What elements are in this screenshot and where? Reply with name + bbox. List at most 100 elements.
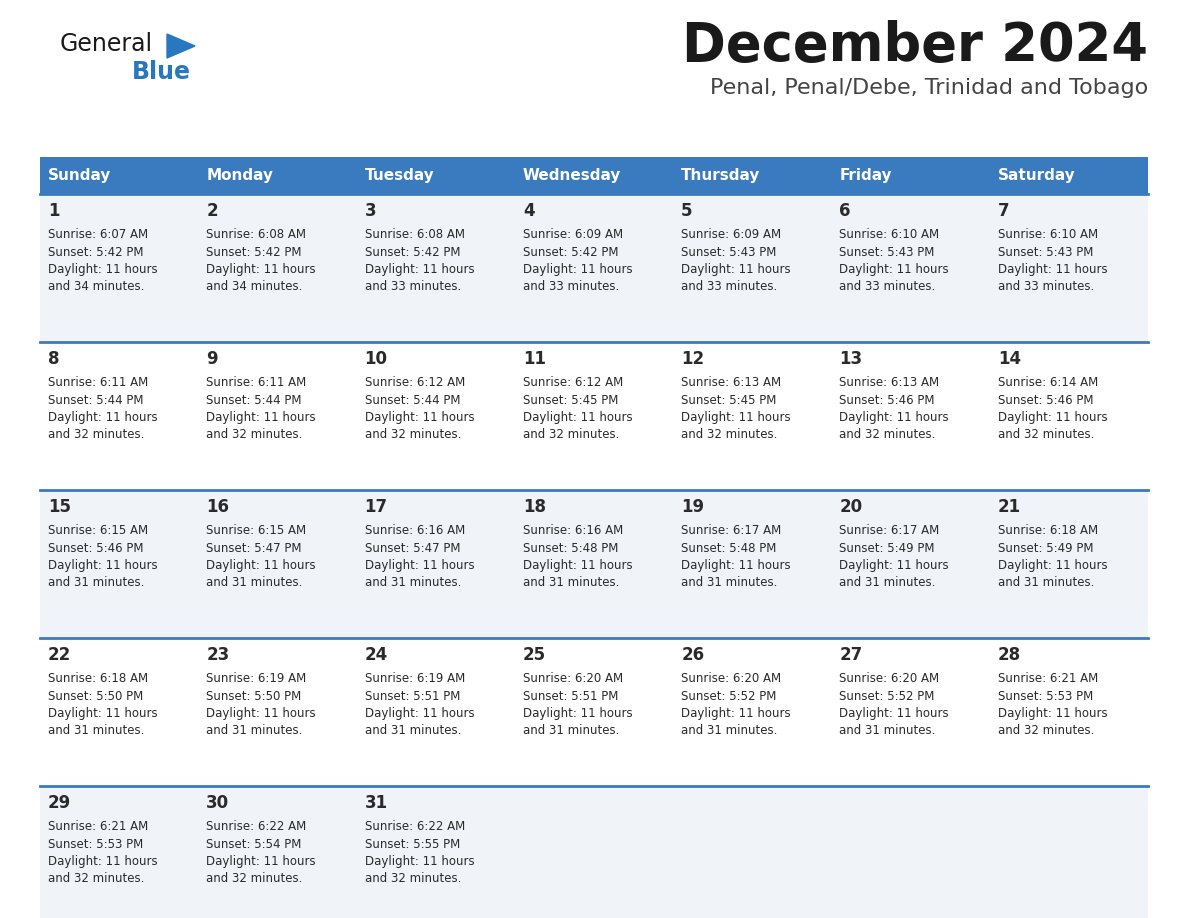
Text: Daylight: 11 hours: Daylight: 11 hours [523,411,632,424]
Text: Tuesday: Tuesday [365,168,435,183]
Bar [514,157,674,194]
Bar [40,638,1148,786]
Bar [40,342,1148,490]
Text: and 31 minutes.: and 31 minutes. [681,577,777,589]
Text: Sunrise: 6:10 AM: Sunrise: 6:10 AM [998,228,1098,241]
Text: Daylight: 11 hours: Daylight: 11 hours [998,411,1107,424]
Text: Sunrise: 6:08 AM: Sunrise: 6:08 AM [207,228,307,241]
Text: Sunrise: 6:18 AM: Sunrise: 6:18 AM [998,524,1098,537]
Text: Daylight: 11 hours: Daylight: 11 hours [48,263,158,276]
Text: Daylight: 11 hours: Daylight: 11 hours [365,855,474,868]
Text: and 31 minutes.: and 31 minutes. [840,724,936,737]
Text: 7: 7 [998,202,1010,220]
Text: General: General [61,32,153,56]
Text: Sunset: 5:53 PM: Sunset: 5:53 PM [48,837,144,850]
Text: Friday: Friday [840,168,892,183]
Text: Sunrise: 6:17 AM: Sunrise: 6:17 AM [840,524,940,537]
Bar [990,157,1148,194]
Text: 12: 12 [681,350,704,368]
Text: 20: 20 [840,498,862,516]
Text: Sunrise: 6:13 AM: Sunrise: 6:13 AM [681,376,782,389]
Text: Daylight: 11 hours: Daylight: 11 hours [998,559,1107,572]
Text: 30: 30 [207,794,229,812]
Text: 24: 24 [365,646,387,664]
Text: Sunset: 5:51 PM: Sunset: 5:51 PM [523,689,618,702]
Text: Daylight: 11 hours: Daylight: 11 hours [365,411,474,424]
Text: Daylight: 11 hours: Daylight: 11 hours [840,707,949,720]
Text: Sunset: 5:48 PM: Sunset: 5:48 PM [523,542,618,554]
Text: 4: 4 [523,202,535,220]
Text: and 33 minutes.: and 33 minutes. [365,281,461,294]
Text: Sunrise: 6:13 AM: Sunrise: 6:13 AM [840,376,940,389]
Text: 19: 19 [681,498,704,516]
Text: Sunrise: 6:22 AM: Sunrise: 6:22 AM [207,820,307,833]
Text: Sunrise: 6:16 AM: Sunrise: 6:16 AM [365,524,465,537]
Text: Sunset: 5:50 PM: Sunset: 5:50 PM [207,689,302,702]
Text: Sunrise: 6:20 AM: Sunrise: 6:20 AM [681,672,782,685]
Text: Sunrise: 6:09 AM: Sunrise: 6:09 AM [681,228,782,241]
Text: Daylight: 11 hours: Daylight: 11 hours [48,855,158,868]
Text: Sunrise: 6:19 AM: Sunrise: 6:19 AM [207,672,307,685]
Text: Saturday: Saturday [998,168,1075,183]
Text: Sunrise: 6:15 AM: Sunrise: 6:15 AM [48,524,148,537]
Text: Daylight: 11 hours: Daylight: 11 hours [840,559,949,572]
Text: Sunrise: 6:22 AM: Sunrise: 6:22 AM [365,820,465,833]
Text: Daylight: 11 hours: Daylight: 11 hours [365,707,474,720]
Text: Sunset: 5:42 PM: Sunset: 5:42 PM [48,245,144,259]
Text: Daylight: 11 hours: Daylight: 11 hours [681,411,791,424]
Text: and 31 minutes.: and 31 minutes. [523,577,619,589]
Text: and 34 minutes.: and 34 minutes. [48,281,145,294]
Text: Sunday: Sunday [48,168,112,183]
Text: Daylight: 11 hours: Daylight: 11 hours [681,263,791,276]
Text: and 32 minutes.: and 32 minutes. [207,872,303,886]
Text: Sunset: 5:42 PM: Sunset: 5:42 PM [523,245,619,259]
Text: and 31 minutes.: and 31 minutes. [365,577,461,589]
Text: and 32 minutes.: and 32 minutes. [840,429,936,442]
Text: Sunset: 5:44 PM: Sunset: 5:44 PM [48,394,144,407]
Text: Sunset: 5:49 PM: Sunset: 5:49 PM [998,542,1093,554]
Text: Sunset: 5:46 PM: Sunset: 5:46 PM [48,542,144,554]
Text: and 34 minutes.: and 34 minutes. [207,281,303,294]
Text: Daylight: 11 hours: Daylight: 11 hours [840,411,949,424]
Text: Daylight: 11 hours: Daylight: 11 hours [48,411,158,424]
Text: Sunset: 5:47 PM: Sunset: 5:47 PM [207,542,302,554]
Text: 18: 18 [523,498,545,516]
Text: and 33 minutes.: and 33 minutes. [681,281,777,294]
Text: Sunrise: 6:20 AM: Sunrise: 6:20 AM [840,672,940,685]
Text: and 31 minutes.: and 31 minutes. [207,724,303,737]
Text: 6: 6 [840,202,851,220]
Text: and 33 minutes.: and 33 minutes. [840,281,936,294]
Text: Thursday: Thursday [681,168,760,183]
Text: Sunrise: 6:17 AM: Sunrise: 6:17 AM [681,524,782,537]
Text: 29: 29 [48,794,71,812]
Text: Sunset: 5:45 PM: Sunset: 5:45 PM [523,394,618,407]
Text: Daylight: 11 hours: Daylight: 11 hours [48,707,158,720]
Text: Daylight: 11 hours: Daylight: 11 hours [523,263,632,276]
Text: Sunrise: 6:11 AM: Sunrise: 6:11 AM [48,376,148,389]
Text: Sunset: 5:43 PM: Sunset: 5:43 PM [681,245,777,259]
Text: Sunset: 5:44 PM: Sunset: 5:44 PM [207,394,302,407]
Text: Sunset: 5:46 PM: Sunset: 5:46 PM [840,394,935,407]
Text: and 32 minutes.: and 32 minutes. [998,724,1094,737]
Text: 27: 27 [840,646,862,664]
Text: Sunset: 5:44 PM: Sunset: 5:44 PM [365,394,460,407]
Text: and 32 minutes.: and 32 minutes. [207,429,303,442]
Text: and 33 minutes.: and 33 minutes. [998,281,1094,294]
Text: Daylight: 11 hours: Daylight: 11 hours [365,263,474,276]
Text: 22: 22 [48,646,71,664]
Text: 8: 8 [48,350,59,368]
Text: and 32 minutes.: and 32 minutes. [523,429,619,442]
Text: Sunset: 5:47 PM: Sunset: 5:47 PM [365,542,460,554]
Text: Sunset: 5:45 PM: Sunset: 5:45 PM [681,394,777,407]
Bar [832,157,990,194]
Text: Sunrise: 6:11 AM: Sunrise: 6:11 AM [207,376,307,389]
Bar [40,157,198,194]
Text: 16: 16 [207,498,229,516]
Text: 23: 23 [207,646,229,664]
Text: and 31 minutes.: and 31 minutes. [998,577,1094,589]
Text: Sunset: 5:51 PM: Sunset: 5:51 PM [365,689,460,702]
Text: Wednesday: Wednesday [523,168,621,183]
Text: and 31 minutes.: and 31 minutes. [207,577,303,589]
Text: 17: 17 [365,498,387,516]
Text: Daylight: 11 hours: Daylight: 11 hours [523,559,632,572]
